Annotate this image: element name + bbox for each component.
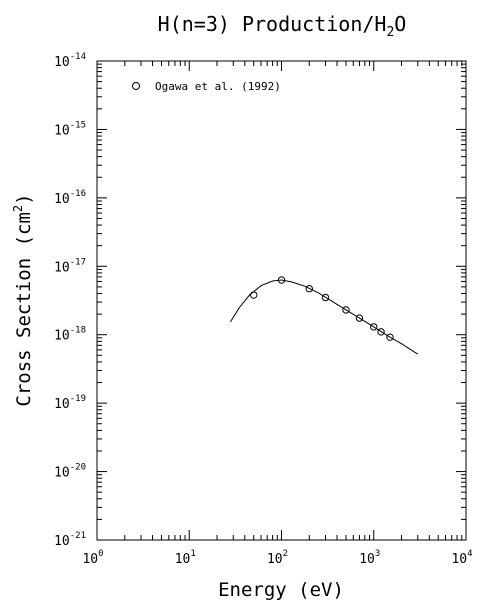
x-tick-labels: 100 101 102 103 104 — [82, 549, 472, 567]
legend-label: Ogawa et al. (1992) — [155, 80, 281, 93]
y-tick-label-base: 10 — [54, 466, 70, 481]
x-tick-label-exponent: 0 — [98, 549, 103, 559]
x-tick-label-exponent: 2 — [283, 549, 288, 559]
y-tick-label-base: 10 — [54, 397, 70, 412]
y-axis-label-tail: ) — [13, 193, 35, 204]
y-tick-label-exponent: -18 — [70, 326, 86, 336]
y-tick-label-exponent: -15 — [70, 120, 86, 130]
y-axis-label: Cross Section (cm2) — [11, 193, 35, 406]
y-tick-label-base: 10 — [54, 55, 70, 70]
y-tick-label: 10-19 — [54, 394, 86, 412]
y-tick-label-exponent: -16 — [70, 189, 86, 199]
y-axis-label-main: Cross Section (cm — [13, 212, 35, 406]
y-tick-label: 10-14 — [54, 52, 86, 70]
x-axis-label: Energy (eV) — [218, 579, 344, 601]
x-tick-label-base: 10 — [451, 552, 467, 567]
x-tick-label: 101 — [175, 549, 196, 567]
axis-ticks — [96, 61, 466, 541]
x-tick-label-base: 10 — [175, 552, 191, 567]
x-tick-label: 102 — [267, 549, 288, 567]
y-tick-label-exponent: -21 — [70, 531, 86, 541]
chart-title-main: H(n=3) Production/H — [158, 12, 387, 36]
y-tick-label: 10-16 — [54, 189, 86, 207]
data-point — [305, 285, 313, 293]
x-tick-label: 103 — [359, 549, 380, 567]
x-tick-label-exponent: 4 — [467, 549, 472, 559]
y-tick-label-base: 10 — [54, 260, 70, 275]
y-tick-label-base: 10 — [54, 329, 70, 344]
chart-title-subscript: 2 — [386, 25, 394, 40]
x-tick-label-base: 10 — [267, 552, 283, 567]
legend-marker-circle — [132, 82, 140, 90]
data-point — [386, 333, 394, 341]
plot-frame — [96, 60, 467, 541]
y-tick-label: 10-15 — [54, 120, 86, 138]
x-tick-label: 100 — [82, 549, 103, 567]
fit-curve — [230, 279, 419, 355]
chart-title: H(n=3) Production/H2O — [158, 12, 407, 40]
x-tick-label-base: 10 — [359, 552, 375, 567]
data-points — [250, 276, 394, 341]
x-tick-label-exponent: 1 — [190, 549, 195, 559]
y-tick-label-base: 10 — [54, 534, 70, 549]
y-tick-label-base: 10 — [54, 123, 70, 138]
y-tick-label: 10-17 — [54, 257, 86, 275]
data-point — [342, 306, 350, 314]
data-point — [250, 291, 258, 299]
y-tick-label-exponent: -17 — [70, 257, 86, 267]
data-point — [321, 293, 330, 302]
chart-title-tail: O — [394, 12, 406, 36]
y-tick-label-base: 10 — [54, 192, 70, 207]
data-point — [277, 276, 286, 284]
data-point — [370, 323, 378, 331]
legend: Ogawa et al. (1992) — [132, 80, 281, 93]
y-tick-label: 10-18 — [54, 326, 86, 344]
y-tick-label-exponent: -19 — [70, 394, 86, 404]
y-tick-label-exponent: -14 — [70, 52, 86, 62]
y-tick-label: 10-21 — [54, 531, 86, 549]
x-tick-label: 104 — [451, 549, 472, 567]
y-axis-label-superscript: 2 — [11, 205, 25, 212]
y-tick-label-exponent: -20 — [70, 463, 86, 473]
data-point — [377, 328, 385, 336]
x-tick-label-base: 10 — [82, 552, 98, 567]
y-tick-label: 10-20 — [54, 463, 86, 481]
data-point — [355, 314, 364, 322]
x-tick-label-exponent: 3 — [375, 549, 380, 559]
